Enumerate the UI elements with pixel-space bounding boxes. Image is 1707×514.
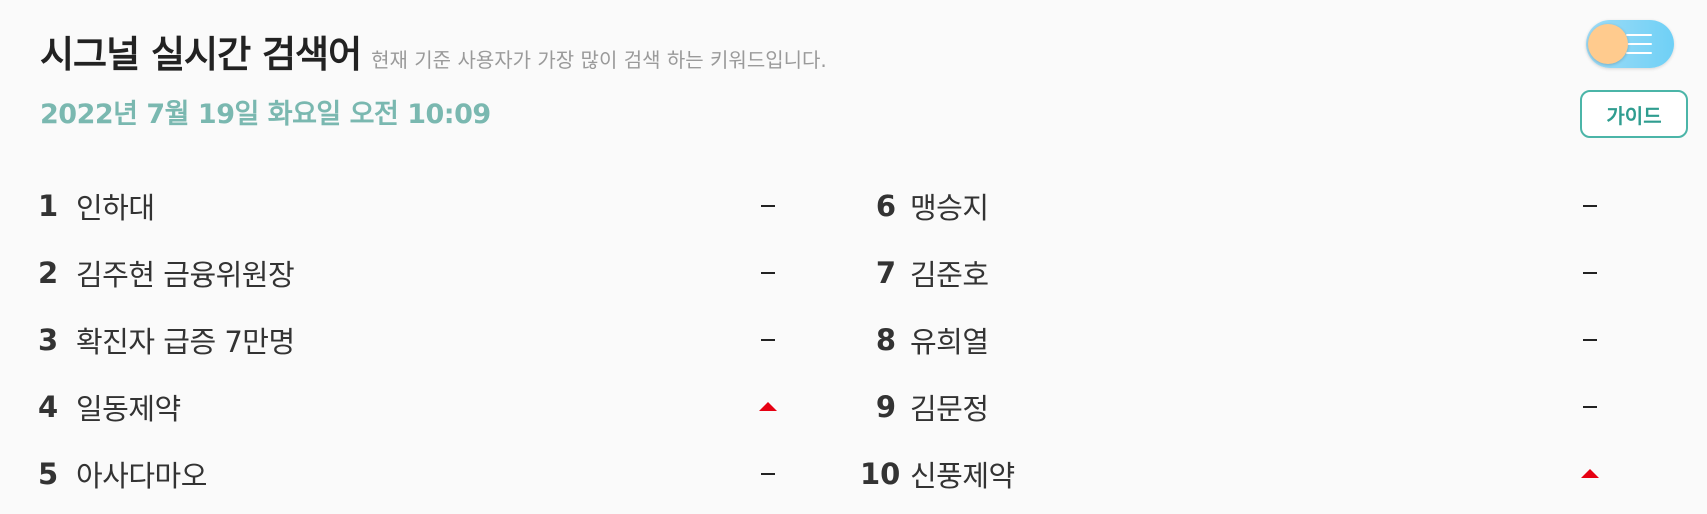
keyword-text[interactable]: 인하대 [76,190,155,225]
keyword-row[interactable]: 8 유희열 [860,306,1600,373]
keyword-row[interactable]: 7 김준호 [860,239,1600,306]
keyword-row[interactable]: 9 김문정 [860,373,1600,440]
keyword-row[interactable]: 6 맹승지 [860,172,1600,239]
rank-number: 1 [38,188,59,223]
rank-number: 3 [38,322,59,357]
timestamp: 2022년 7월 19일 화요일 오전 10:09 [40,99,491,130]
keyword-text[interactable]: 일동제약 [76,391,181,426]
keyword-row[interactable]: 4 일동제약 [38,373,778,440]
header: 시그널 실시간 검색어 현재 기준 사용자가 가장 많이 검색 하는 키워드입니… [40,24,827,131]
keyword-text[interactable]: 맹승지 [910,190,989,225]
rank-number: 10 [860,456,901,491]
trend-same-icon [758,263,778,283]
rank-number: 8 [875,322,896,357]
rank-number: 7 [875,255,896,290]
trend-same-icon [758,196,778,216]
keyword-row[interactable]: 5 아사다마오 [38,440,778,507]
title-row: 시그널 실시간 검색어 현재 기준 사용자가 가장 많이 검색 하는 키워드입니… [40,24,827,78]
keyword-list-left: 1 인하대 2 김주현 금융위원장 3 확진자 급증 7만명 4 일동제약 5 … [38,172,778,507]
keyword-text[interactable]: 김준호 [910,257,989,292]
toggle-knob [1588,24,1628,64]
keyword-text[interactable]: 확진자 급증 7만명 [76,324,295,359]
keyword-text[interactable]: 김주현 금융위원장 [76,257,295,292]
keyword-list-right: 6 맹승지 7 김준호 8 유희열 9 김문정 10 신풍제약 [860,172,1600,507]
keyword-text[interactable]: 아사다마오 [76,458,207,493]
trend-same-icon [1580,330,1600,350]
rank-number: 2 [38,255,59,290]
keyword-row[interactable]: 1 인하대 [38,172,778,239]
rank-number: 9 [875,389,896,424]
page-subtitle: 현재 기준 사용자가 가장 많이 검색 하는 키워드입니다. [371,48,827,72]
trend-same-icon [758,330,778,350]
rank-number: 4 [38,389,59,424]
keyword-row[interactable]: 2 김주현 금융위원장 [38,239,778,306]
menu-toggle-switch[interactable] [1586,20,1674,68]
keyword-row[interactable]: 3 확진자 급증 7만명 [38,306,778,373]
keyword-text[interactable]: 신풍제약 [910,458,1015,493]
rank-number: 6 [875,188,896,223]
trend-up-icon [758,397,778,417]
trend-up-icon [1580,464,1600,484]
trend-same-icon [1580,263,1600,283]
keyword-text[interactable]: 유희열 [910,324,989,359]
trend-same-icon [1580,196,1600,216]
trend-same-icon [1580,397,1600,417]
rank-number: 5 [38,456,59,491]
page-title: 시그널 실시간 검색어 [40,33,362,76]
trend-same-icon [758,464,778,484]
guide-button[interactable]: 가이드 [1580,90,1688,138]
keyword-row[interactable]: 10 신풍제약 [860,440,1600,507]
menu-lines-icon [1616,34,1652,54]
keyword-text[interactable]: 김문정 [910,391,989,426]
